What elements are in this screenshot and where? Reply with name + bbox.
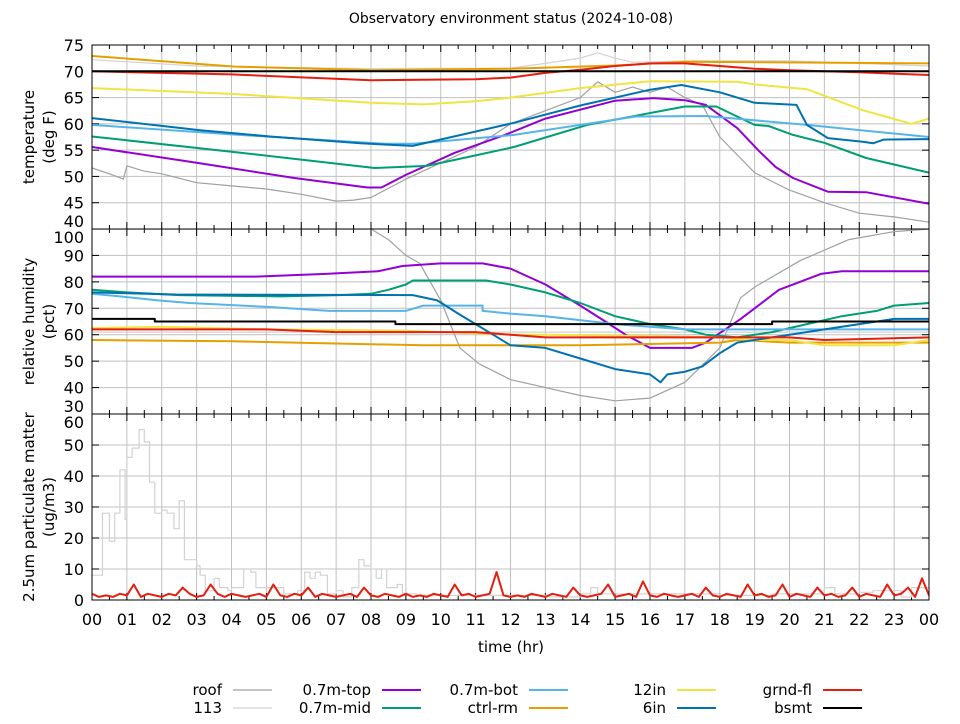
y-axis-label: (pct) — [40, 304, 58, 339]
y-tick-label: 80 — [64, 273, 84, 292]
y-tick-label: 30 — [64, 498, 84, 517]
legend-entry: 0.7m-mid — [299, 699, 421, 717]
series-line-grnd-fl — [92, 62, 929, 82]
legend-label: ctrl-rm — [468, 699, 518, 717]
x-tick-label: 04 — [221, 610, 241, 629]
y-tick-label: 70 — [64, 299, 84, 318]
series-line-07m-bot — [92, 292, 929, 331]
legend-label: 0.7m-mid — [299, 699, 371, 717]
y-tick-label: 10 — [64, 560, 84, 579]
legend-label: grnd-fl — [763, 681, 812, 699]
series-line-grnd-fl — [92, 328, 929, 341]
legend-entry: 113 — [193, 699, 272, 717]
x-tick-label: 19 — [744, 610, 764, 629]
y-tick-label: 50 — [64, 167, 84, 186]
legend-entry: 0.7m-top — [303, 681, 421, 699]
y-tick-label: 55 — [64, 141, 84, 160]
x-tick-label: 15 — [605, 610, 625, 629]
series-line-12in — [92, 80, 929, 125]
y-tick-label: 60 — [64, 326, 84, 345]
x-tick-label: 14 — [570, 610, 590, 629]
legend-entry: 0.7m-bot — [450, 681, 568, 699]
y-tick-label: 30 — [64, 397, 84, 416]
series-line-113 — [92, 52, 929, 70]
y-tick-label: 0 — [74, 591, 84, 610]
legend-entry: grnd-fl — [763, 681, 862, 699]
x-tick-label: 03 — [186, 610, 206, 629]
y-axis-label: temperature — [20, 90, 38, 184]
x-tick-label: 18 — [710, 610, 730, 629]
x-tick-label: 02 — [152, 610, 172, 629]
series-line-6in — [92, 291, 929, 384]
legend-label: bsmt — [774, 699, 812, 717]
x-tick-label: 11 — [465, 610, 485, 629]
legend-entry: ctrl-rm — [468, 699, 568, 717]
x-tick-label: 13 — [535, 610, 555, 629]
series-line-bsmt — [92, 317, 929, 326]
series-line-grnd-fl — [92, 571, 929, 598]
y-axis-label: 2.5um particulate matter — [20, 411, 38, 601]
panel-2: 0 10 20 30 40 50 60 2.5um particulate matter (ug… — [20, 411, 930, 610]
legend-entry: 12in — [633, 681, 716, 699]
y-tick-label: 90 — [64, 246, 84, 265]
y-axis-label: relative humidity — [20, 258, 38, 386]
series-line-ctrl-rm — [92, 339, 929, 347]
y-tick-label: 60 — [64, 413, 84, 432]
y-axis-label: (deg F) — [40, 110, 58, 163]
series-line-07m-mid — [92, 105, 929, 174]
x-tick-label: 10 — [431, 610, 451, 629]
x-tick-label: 23 — [884, 610, 904, 629]
x-tick-label: 12 — [500, 610, 520, 629]
y-tick-label: 65 — [64, 89, 84, 108]
x-tick-label: 00 — [919, 610, 939, 629]
legend-label: roof — [193, 681, 223, 699]
y-tick-label: 50 — [64, 352, 84, 371]
x-tick-label: 05 — [256, 610, 276, 629]
series-line-ctrl-rm — [92, 55, 929, 72]
x-tick-label: 08 — [361, 610, 381, 629]
series-line-07m-top — [92, 97, 929, 205]
legend-label: 6in — [643, 699, 666, 717]
legend-label: 0.7m-bot — [450, 681, 519, 699]
y-tick-label: 50 — [64, 436, 84, 455]
x-tick-label: 17 — [675, 610, 695, 629]
y-tick-label: 40 — [64, 212, 84, 231]
chart-title: Observatory environment status (2024-10-… — [349, 11, 673, 27]
y-tick-label: 45 — [64, 194, 84, 213]
series-line-113 — [92, 428, 929, 598]
x-tick-label: 07 — [326, 610, 346, 629]
x-tick-label: 00 — [82, 610, 102, 629]
legend-label: 0.7m-top — [303, 681, 371, 699]
legend-label: 12in — [633, 681, 666, 699]
x-tick-label: 06 — [291, 610, 311, 629]
x-tick-label: 22 — [849, 610, 869, 629]
legend-entry: bsmt — [774, 699, 862, 717]
legend-label: 113 — [193, 699, 222, 717]
y-tick-label: 40 — [64, 467, 84, 486]
x-tick-label: 20 — [779, 610, 799, 629]
x-tick-label: 09 — [396, 610, 416, 629]
x-axis-label: time (hr) — [478, 638, 544, 656]
x-tick-label: 01 — [117, 610, 137, 629]
x-tick-label: 21 — [814, 610, 834, 629]
y-tick-label: 60 — [64, 115, 84, 134]
series-line-07m-top — [92, 262, 929, 349]
y-tick-label: 20 — [64, 529, 84, 548]
y-tick-label: 70 — [64, 62, 84, 81]
y-axis-label: (ug/m3) — [40, 477, 58, 537]
series-line-roof — [92, 229, 929, 402]
legend-entry: roof — [193, 681, 272, 699]
series-line-6in — [92, 84, 929, 147]
x-tick-label: 16 — [640, 610, 660, 629]
y-tick-label: 100 — [53, 228, 84, 247]
panel-frame — [91, 413, 930, 601]
y-tick-label: 40 — [64, 379, 84, 398]
y-tick-label: 75 — [64, 36, 84, 55]
legend-entry: 6in — [643, 699, 716, 717]
